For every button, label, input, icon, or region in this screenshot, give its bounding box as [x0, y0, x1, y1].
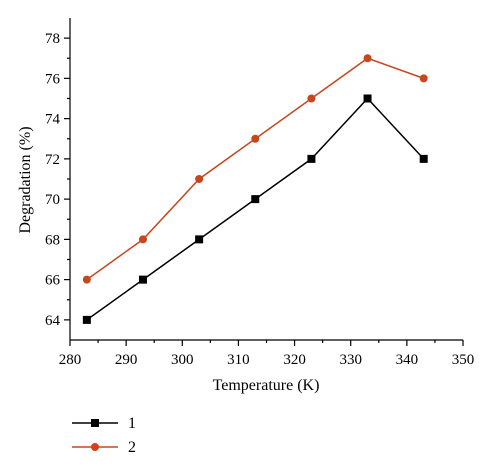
y-tick-label: 76: [45, 71, 61, 87]
y-tick-label: 64: [45, 313, 61, 329]
y-tick-label: 66: [45, 273, 61, 289]
data-point: [363, 54, 372, 63]
data-point: [138, 235, 147, 244]
data-point: [419, 154, 428, 163]
series-line: [86, 57, 424, 281]
data-point: [82, 315, 91, 324]
y-tick-label: 70: [45, 192, 60, 208]
data-point: [251, 195, 260, 204]
y-tick-label: 74: [45, 112, 61, 128]
data-point: [251, 134, 260, 143]
y-ticks: 64 66 68 70 72 74 76 78: [45, 31, 70, 329]
legend-item: 1: [72, 415, 136, 432]
legend-item: 2: [72, 439, 136, 456]
y-tick-label: 78: [45, 31, 60, 47]
x-tick-label: 320: [283, 352, 306, 368]
data-point: [419, 74, 428, 83]
legend-marker: [91, 419, 99, 427]
data-point: [82, 275, 91, 284]
x-tick-label: 350: [452, 352, 475, 368]
x-tick-label: 330: [339, 352, 362, 368]
data-point: [195, 235, 204, 244]
data-point: [307, 94, 316, 103]
legend-marker: [91, 443, 99, 451]
x-axis-title: Temperature (K): [213, 377, 320, 394]
x-tick-label: 290: [115, 352, 138, 368]
x-tick-label: 280: [59, 352, 82, 368]
series-2: [82, 54, 428, 284]
data-point: [138, 275, 147, 284]
y-tick-label: 72: [45, 152, 60, 168]
legend-label: 2: [128, 439, 136, 456]
x-tick-label: 310: [227, 352, 250, 368]
y-tick-label: 68: [45, 232, 60, 248]
x-tick-label: 340: [396, 352, 419, 368]
series-1: [82, 94, 428, 324]
data-point: [307, 154, 316, 163]
plot-frame: [69, 18, 463, 341]
data-point: [195, 175, 204, 183]
data-point: [363, 94, 372, 103]
x-tick-label: 300: [171, 352, 194, 368]
series-line: [86, 97, 425, 321]
x-ticks: 280 290 300 310 320 330 340 350: [59, 340, 475, 368]
series-layer: [82, 54, 428, 324]
legend-label: 1: [128, 415, 136, 432]
legend: 12: [72, 415, 136, 456]
y-axis-title: Degradation (%): [17, 126, 34, 233]
